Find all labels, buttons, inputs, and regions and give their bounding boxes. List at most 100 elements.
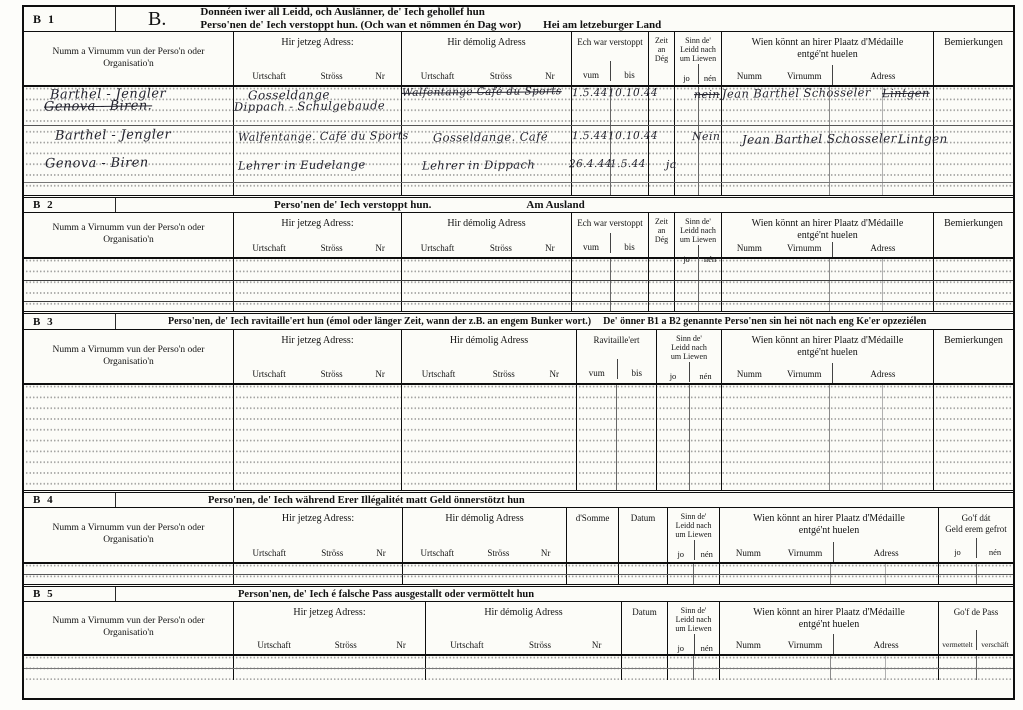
b1-body: Barthel - Jengler Genova - Biren. Gossel… xyxy=(24,85,1013,195)
handwriting-answer: ja xyxy=(665,157,677,172)
b4-col-jetzeg-adress: Hir jetzeg Adress: Urtschaft Ströss Nr xyxy=(234,508,403,562)
handwriting-date: 10.10.44 xyxy=(607,129,659,143)
b3-col-jetzeg-adress: Hir jetzeg Adress: Urtschaft Ströss Nr xyxy=(234,330,402,383)
handwriting-address: Lehrer in Dippach xyxy=(421,157,536,173)
b3-col-demolig-adress: Hir démolig Adress Urtschaft Ströss Nr xyxy=(402,330,577,383)
b4-body xyxy=(24,564,1013,584)
form-title-line1: Donnéen iwer all Leidd, och Auslänner, d… xyxy=(200,5,485,18)
b4-title-band: B 4 Perso'nen, de' Iech während Erer Ill… xyxy=(24,493,1013,508)
b3-title-band: B 3 Perso'nen, de' Iech ravitaille'ert h… xyxy=(24,314,1013,330)
b3-col-medaille: Wien könnt an hirer Plaatz d'Médaille ent… xyxy=(722,330,934,383)
b1-col-name: Numm a Virnumm vun der Perso'n oder Orga… xyxy=(24,32,234,85)
section-b4: B 4 Perso'nen, de' Iech während Erer Ill… xyxy=(24,490,1013,584)
b5-body xyxy=(24,656,1013,680)
section-b5: B 5 Person'nen, de' Iech é falsche Pass … xyxy=(24,584,1013,680)
form-b-sheet: B 1 B. Donnéen iwer all Leidd, och Auslä… xyxy=(22,5,1015,700)
b5-col-name: Numm a Virnumm vun der Perso'n oder Orga… xyxy=(24,602,234,654)
b1-col-jetzeg-adress: Hir jetzeg Adress: Urtschaft Ströss Nr xyxy=(234,32,402,85)
b3-body xyxy=(24,385,1013,490)
b3-col-bemierkungen: Bemierkungen xyxy=(944,335,1003,346)
b3-section-number: B 3 xyxy=(24,314,116,329)
b1-body-verstoppt xyxy=(572,87,649,195)
b1-col-sinn: Sinn de' Leidd nach um Liewen jo nén xyxy=(675,32,722,85)
b2-col-verstoppt: Ech war verstoppt vum bis xyxy=(572,213,649,257)
b1-col-verstoppt: Ech war verstoppt vum bis xyxy=(572,32,649,85)
b1-body-name xyxy=(24,87,234,195)
b2-title-band: B 2 Perso'nen de' Iech verstoppt hun. Am… xyxy=(24,198,1013,213)
section-b3: B 3 Perso'nen, de' Iech ravitaille'ert h… xyxy=(24,311,1013,490)
handwriting-address: Lehrer in Eudelange xyxy=(237,157,366,173)
handwriting-name: Jean Barthel Schosseler xyxy=(721,85,871,101)
handwriting-date: 1.5.44 xyxy=(571,129,608,143)
b3-note: De' önner B1 a B2 genannte Perso'nen sin… xyxy=(603,316,927,327)
b3-title: Perso'nen, de' Iech ravitaille'ert hun (… xyxy=(168,316,592,327)
b1-body-zeit xyxy=(649,87,675,195)
b2-col-medaille: Wien könnt an hirer Plaatz d'Médaille ent… xyxy=(722,213,934,257)
b5-col-medaille: Wien könnt an hirer Plaatz d'Médaille ent… xyxy=(720,602,939,654)
handwriting-name: Genova - Biren xyxy=(44,155,149,172)
b2-title-suffix: Am Ausland xyxy=(526,199,585,211)
b4-col-dsomme: d'Somme xyxy=(567,508,619,562)
b1-body-sinn xyxy=(675,87,722,195)
b1-col-demolig-adress: Hir démolig Adress Urtschaft Ströss Nr xyxy=(402,32,572,85)
b2-col-demolig-adress: Hir démolig Adress Urtschaft Ströss Nr xyxy=(402,213,572,257)
b5-col-sinn: Sinn de' Leidd nach um Liewen jo nén xyxy=(668,602,720,654)
b1-header-row: Numm a Virnumm vun der Perso'n oder Orga… xyxy=(24,32,1013,87)
b5-col-jetzeg-adress: Hir jetzeg Adress: Urtschaft Ströss Nr xyxy=(234,602,426,654)
handwriting-date: 1.5.44 xyxy=(609,157,646,171)
b4-col-sinn: Sinn de' Leidd nach um Liewen jo nén xyxy=(668,508,720,562)
handwriting-address: Dippach - Schulgebaude xyxy=(233,98,386,114)
b4-col-demolig-adress: Hir démolig Adress Urtschaft Ströss Nr xyxy=(403,508,567,562)
handwriting-address: Gosseldange. Café xyxy=(432,129,549,145)
handwriting-address: Walfentange. Café du Sports xyxy=(237,129,409,144)
b5-col-gof-pass: Go'f de Pass vermettelt verschäft xyxy=(939,602,1013,654)
handwriting-answer: nein xyxy=(693,87,720,102)
section-b1: B 1 B. Donnéen iwer all Leidd, och Auslä… xyxy=(24,6,1013,195)
b2-col-name: Numm a Virnumm vun der Perso'n oder Orga… xyxy=(24,213,234,257)
handwriting-name: Barthel - Jengler xyxy=(54,127,172,144)
form-title-line2: Perso'nen de' Iech verstoppt hun. (Och w… xyxy=(200,19,662,31)
form-title-suffix: Hei am letzeburger Land xyxy=(543,19,662,31)
b2-col-bemierkungen: Bemierkungen xyxy=(944,218,1003,229)
b2-header-row: Numm a Virnumm vun der Perso'n oder Orga… xyxy=(24,213,1013,265)
b4-header-row: Numm a Virnumm vun der Perso'n oder Orga… xyxy=(24,508,1013,564)
b5-title-band: B 5 Person'nen, de' Iech é falsche Pass … xyxy=(24,587,1013,602)
handwriting-date: 26.4.44 xyxy=(568,157,612,171)
handwriting-address: Walfentange Café du Sports xyxy=(401,85,562,99)
b3-col-ravitailleert: Ravitaille'ert vum bis xyxy=(577,330,657,383)
handwriting-date: 10.10.44 xyxy=(607,86,659,100)
b1-col-zeit: Zeit an Dég xyxy=(649,32,675,85)
b2-section-number: B 2 xyxy=(24,198,116,212)
b5-title: Person'nen, de' Iech é falsche Pass ausg… xyxy=(238,588,535,600)
b4-col-datum: Datum xyxy=(619,508,668,562)
b1-col-bemierkungen: Bemierkungen xyxy=(944,37,1003,48)
b5-header-row: Numm a Virnumm vun der Perso'n oder Orga… xyxy=(24,602,1013,656)
b4-col-gof-geld: Go'f dát Geld erem gefrot jo nén xyxy=(939,508,1013,562)
b1-section-number: B 1 xyxy=(24,7,116,31)
b4-col-name: Numm a Virnumm vun der Perso'n oder Orga… xyxy=(24,508,234,562)
b3-col-name: Numm a Virnumm vun der Perso'n oder Orga… xyxy=(24,330,234,383)
handwriting-name: Genova - Biren. xyxy=(43,98,153,115)
b3-col-sinn: Sinn de' Leidd nach um Liewen jo nén xyxy=(657,330,722,383)
b5-section-number: B 5 xyxy=(24,587,116,601)
b5-col-datum: Datum xyxy=(622,602,668,654)
form-title: Donnéen iwer all Leidd, och Auslänner, d… xyxy=(200,6,661,32)
handwriting-address: Lintgen xyxy=(881,85,930,101)
b1-body-jetzeg xyxy=(234,87,402,195)
b1-body-demolig xyxy=(402,87,572,195)
handwriting-answer: Nein xyxy=(691,129,721,144)
b1-title-band: B 1 B. Donnéen iwer all Leidd, och Auslä… xyxy=(24,6,1013,32)
section-b2: B 2 Perso'nen de' Iech verstoppt hun. Am… xyxy=(24,195,1013,311)
form-letter: B. xyxy=(148,8,167,30)
b2-body xyxy=(24,259,1013,311)
b2-title: Perso'nen de' Iech verstoppt hun. xyxy=(274,199,432,211)
b5-col-demolig-adress: Hir démolig Adress Urtschaft Ströss Nr xyxy=(426,602,622,654)
handwriting-address: Lintgen xyxy=(897,131,948,147)
b4-col-medaille: Wien könnt an hirer Plaatz d'Médaille ent… xyxy=(720,508,939,562)
b2-col-jetzeg-adress: Hir jetzeg Adress: Urtschaft Ströss Nr xyxy=(234,213,402,257)
b3-header-row: Numm a Virnumm vun der Perso'n oder Orga… xyxy=(24,330,1013,385)
b2-col-zeit: Zeit an Dég xyxy=(649,213,675,257)
b1-body-medaille xyxy=(722,87,934,195)
